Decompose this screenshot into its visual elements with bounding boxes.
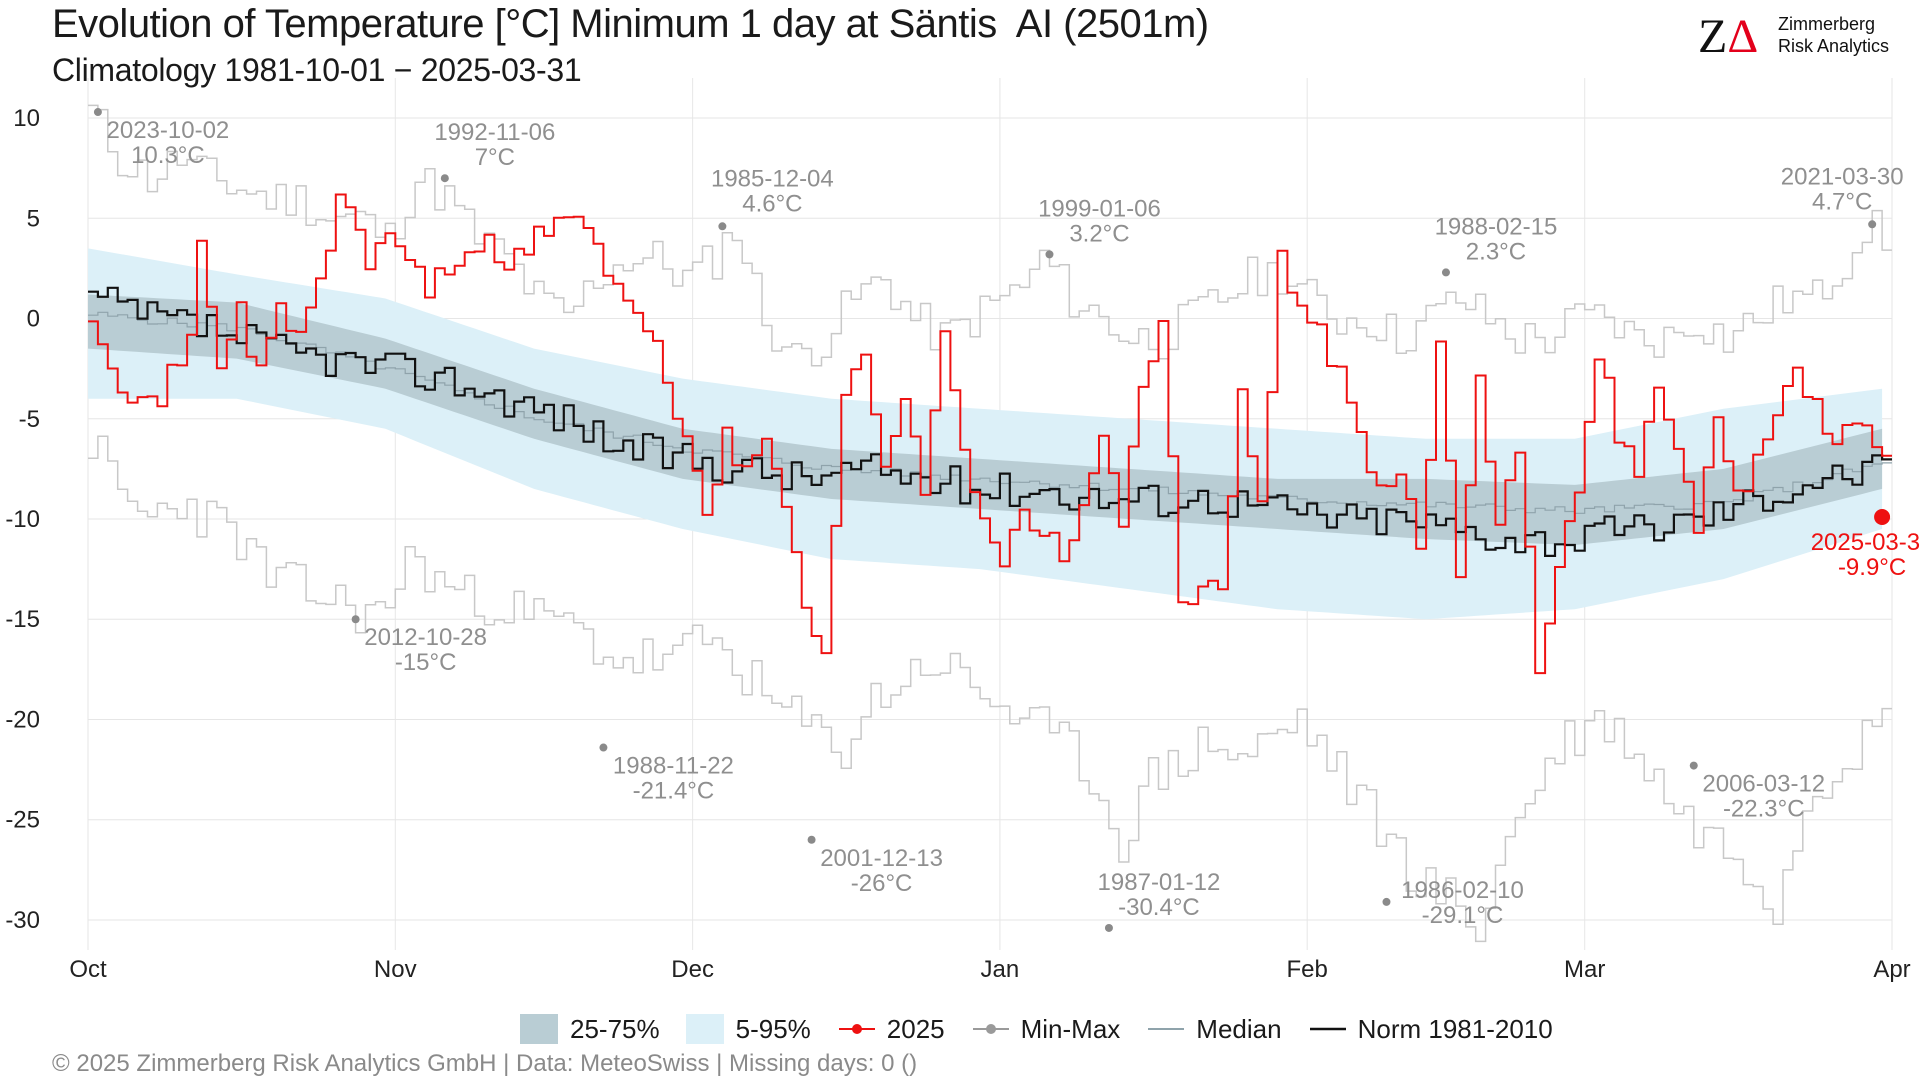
y-tick-label: 5 [27, 205, 40, 232]
norm-series-line [88, 286, 1892, 557]
extreme-marker [599, 743, 608, 752]
extreme-value-label: 3.2°C [1069, 220, 1129, 247]
current-date-label: 2025-03-31 [1811, 529, 1920, 556]
y-tick-label: -5 [19, 406, 40, 433]
median-series-line [88, 311, 1892, 514]
extreme-marker [1045, 250, 1054, 259]
series-2025-line [88, 193, 1892, 675]
extreme-marker [1868, 220, 1877, 229]
current-value-marker [1874, 508, 1891, 525]
chart-title: Evolution of Temperature [°C] Minimum 1 … [52, 2, 1209, 46]
extreme-marker [718, 222, 727, 231]
band-5-95 [88, 248, 1883, 620]
x-tick-label: Nov [374, 956, 417, 983]
extreme-date-label: 1999-01-06 [1038, 195, 1161, 222]
legend-label-iqr: 25-75% [570, 1013, 660, 1044]
extreme-value-label: -26°C [851, 870, 913, 897]
chart-legend: 25-75% 5-95% 2025 Min-Max Median Norm 19… [520, 1012, 1579, 1046]
logo-text-line2: Risk Analytics [1778, 36, 1890, 56]
extreme-value-label: 7°C [475, 144, 515, 171]
legend-swatch-norm [1309, 1027, 1346, 1031]
extreme-value-label: 2.3°C [1466, 238, 1526, 265]
legend-label-2025: 2025 [886, 1013, 945, 1044]
extreme-value-label: -21.4°C [633, 778, 715, 805]
extreme-date-label: 2006-03-12 [1702, 771, 1825, 798]
x-tick-label: Mar [1564, 956, 1605, 983]
y-tick-label: -25 [5, 807, 40, 834]
x-tick-label: Feb [1287, 956, 1328, 983]
extreme-marker [1104, 923, 1113, 932]
y-tick-label: -30 [5, 907, 40, 934]
extreme-marker [351, 615, 360, 624]
temperature-chart: 10 5 0 -5 -10 -15 -20 -25 -30 Oct Nov Dec Jan Feb Mar A… [5, 78, 1920, 983]
x-tick-label: Dec [671, 956, 714, 983]
extreme-value-label: 10.3°C [131, 142, 205, 169]
logo-text-line1: Zimmerberg [1778, 14, 1876, 34]
logo-mark: ZΔ [1698, 10, 1759, 63]
legend-swatch-minmax [972, 1024, 1009, 1034]
extreme-date-label: 1992-11-06 [434, 119, 555, 146]
extreme-marker [93, 108, 102, 117]
min-series-line [88, 435, 1892, 943]
extreme-date-label: 1988-11-22 [613, 753, 734, 780]
legend-label-median: Median [1196, 1013, 1282, 1044]
legend-item-iqr: 25-75% [520, 1014, 660, 1045]
extreme-value-label: -29.1°C [1422, 902, 1504, 929]
y-tick-label: -10 [5, 506, 40, 533]
y-tick-label: -20 [5, 706, 40, 733]
legend-item-2025: 2025 [837, 1014, 945, 1045]
current-value-label: -9.9°C [1838, 554, 1906, 581]
legend-label-p5-95: 5-95% [735, 1013, 811, 1044]
extreme-marker [807, 835, 816, 844]
extreme-date-label: 2023-10-02 [107, 117, 230, 144]
extreme-date-label: 1987-01-12 [1098, 869, 1221, 896]
extreme-value-label: -15°C [395, 649, 457, 676]
company-logo: ZΔ Zimmerberg Risk Analytics [1698, 12, 1898, 62]
extreme-marker [440, 174, 449, 183]
extreme-value-label: 4.7°C [1812, 188, 1872, 215]
extreme-marker [1441, 268, 1450, 277]
extreme-date-label: 2001-12-13 [820, 845, 943, 872]
legend-item-median: Median [1146, 1013, 1282, 1045]
legend-swatch-iqr [520, 1014, 558, 1044]
legend-swatch-p5-95 [685, 1014, 724, 1044]
extreme-date-label: 1985-12-04 [711, 165, 834, 192]
legend-item-p5-95: 5-95% [685, 1013, 811, 1045]
y-tick-label: 0 [27, 306, 40, 333]
legend-label-norm: Norm 1981-2010 [1357, 1013, 1553, 1044]
legend-swatch-median [1148, 1028, 1185, 1030]
extreme-date-label: 1988-02-15 [1435, 213, 1558, 240]
extreme-date-label: 2021-03-30 [1781, 163, 1904, 190]
chart-subtitle: Climatology 1981-10-01 − 2025-03-31 [52, 52, 582, 88]
extreme-marker [1689, 761, 1698, 770]
legend-label-minmax: Min-Max [1020, 1013, 1121, 1044]
copyright-footer: © 2025 Zimmerberg Risk Analytics GmbH | … [52, 1050, 918, 1077]
x-tick-label: Oct [69, 956, 107, 983]
extreme-date-label: 1986-02-10 [1401, 877, 1524, 904]
y-tick-label: 10 [13, 105, 40, 132]
extreme-value-label: 4.6°C [742, 190, 802, 217]
x-tick-label: Apr [1873, 956, 1910, 983]
legend-item-norm: Norm 1981-2010 [1308, 1014, 1553, 1045]
max-series-line [88, 104, 1892, 367]
extreme-marker [1382, 897, 1391, 906]
x-tick-label: Jan [981, 956, 1020, 983]
extreme-date-label: 2012-10-28 [364, 624, 487, 651]
y-tick-label: -15 [5, 606, 40, 633]
legend-swatch-2025 [838, 1024, 875, 1034]
legend-item-minmax: Min-Max [971, 1013, 1121, 1045]
extreme-value-label: -30.4°C [1118, 894, 1200, 921]
extreme-value-label: -22.3°C [1723, 796, 1805, 823]
band-25-75 [88, 294, 1883, 546]
